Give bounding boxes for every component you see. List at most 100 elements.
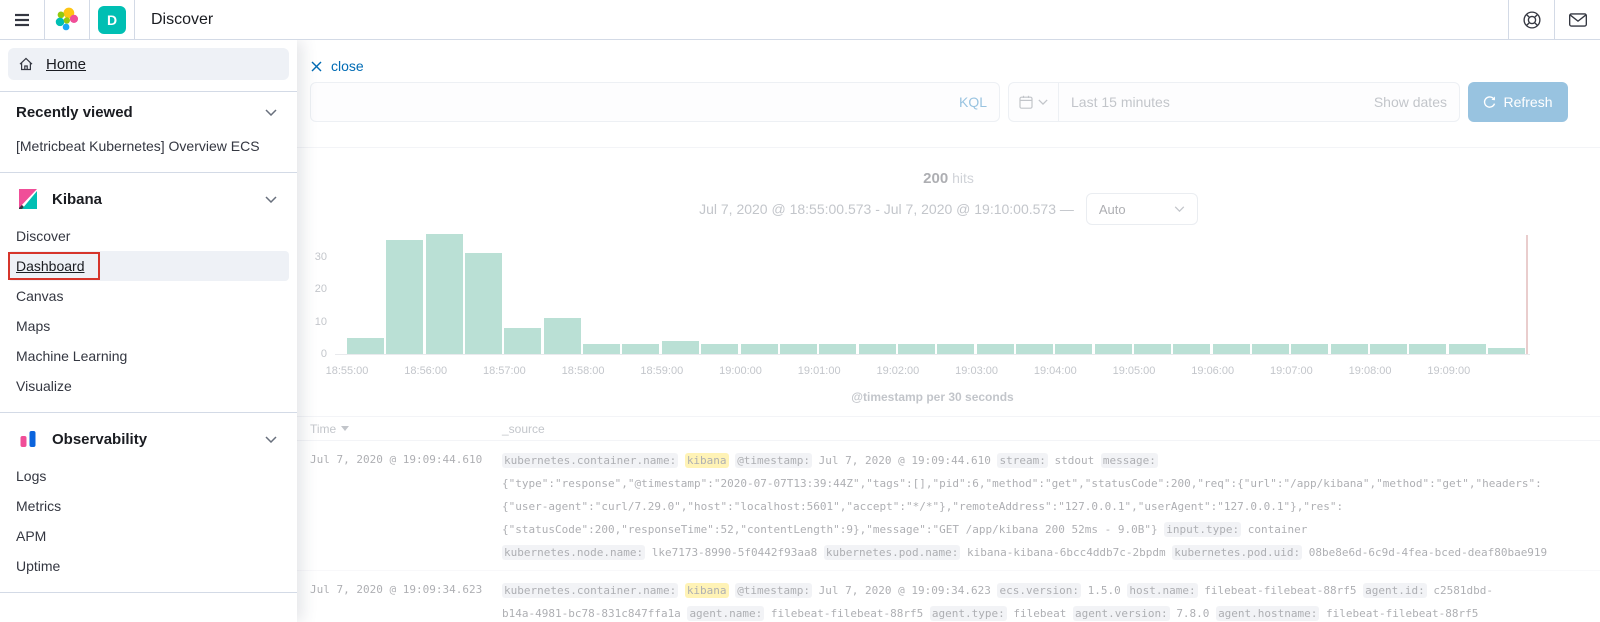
divider: [0, 91, 297, 92]
sidebar-item-logs[interactable]: Logs: [8, 461, 289, 491]
histogram-bar[interactable]: [1134, 344, 1171, 354]
field-value: filebeat: [1013, 607, 1067, 620]
kql-toggle[interactable]: KQL: [958, 94, 987, 110]
field-chip: @timestamp:: [735, 453, 813, 468]
histogram-bar[interactable]: [701, 344, 739, 354]
histogram-bar[interactable]: [1370, 344, 1408, 354]
histogram-bar[interactable]: [386, 240, 424, 354]
table-row[interactable]: Jul 7, 2020 @ 19:09:34.623 kubernetes.con…: [297, 571, 1600, 622]
close-link[interactable]: close: [311, 58, 364, 74]
sidebar-item-canvas[interactable]: Canvas: [8, 281, 289, 311]
refresh-button[interactable]: Refresh: [1468, 82, 1568, 122]
sidebar-item-metricbeat-kubernetes-overview-ecs[interactable]: [Metricbeat Kubernetes] Overview ECS: [8, 131, 289, 161]
field-value: filebeat-filebeat-88rf5: [1204, 584, 1357, 597]
histogram-bar[interactable]: [858, 344, 896, 354]
sort-desc-icon: [341, 426, 350, 431]
close-icon: [311, 61, 322, 71]
histogram-bar[interactable]: [1291, 344, 1329, 354]
histogram-bar[interactable]: [425, 233, 463, 354]
y-axis-label: 20: [314, 283, 327, 295]
y-axis-label: 10: [314, 315, 327, 328]
calendar-icon: [1019, 95, 1033, 109]
sidebar-item-maps[interactable]: Maps: [8, 311, 289, 341]
histogram-bar[interactable]: [347, 337, 384, 354]
histogram-bar[interactable]: [465, 253, 503, 354]
histogram-bar[interactable]: [1212, 344, 1250, 354]
search-input[interactable]: KQL: [310, 82, 1000, 122]
field-value: 7.8.0: [1176, 607, 1210, 620]
histogram-bar[interactable]: [1015, 344, 1053, 354]
sidebar-item-label: Metrics: [16, 498, 62, 514]
histogram-bar[interactable]: [1252, 344, 1290, 354]
sidebar-item-label: [Metricbeat Kubernetes] Overview ECS: [16, 138, 260, 154]
x-axis-label: 19:03:00: [955, 365, 999, 377]
histogram-bar[interactable]: [779, 344, 817, 354]
histogram-bar[interactable]: [1094, 344, 1132, 354]
histogram-bar[interactable]: [504, 328, 542, 354]
sidebar-item-machine-learning[interactable]: Machine Learning: [8, 341, 289, 371]
x-axis-label: 19:08:00: [1348, 365, 1392, 377]
interval-select[interactable]: Auto: [1085, 193, 1198, 225]
sidebar-item-uptime[interactable]: Uptime: [8, 551, 289, 581]
show-dates-button[interactable]: Show dates: [1373, 94, 1447, 110]
field-value: lke7173-8990-5f0442f93aa8: [651, 546, 818, 559]
recently-viewed-header[interactable]: Recently viewed: [8, 92, 289, 129]
sidebar-item-dashboard[interactable]: Dashboard: [8, 251, 289, 281]
histogram-bar[interactable]: [1448, 344, 1486, 354]
table-body: Jul 7, 2020 @ 19:09:44.610 kubernetes.con…: [297, 441, 1600, 622]
help-button[interactable]: [1508, 0, 1554, 39]
chart-range-row: Jul 7, 2020 @ 18:55:00.573 - Jul 7, 2020…: [297, 193, 1600, 225]
histogram-chart[interactable]: 0 10 20 30: [315, 233, 1530, 360]
sidebar-item-home[interactable]: Home: [8, 48, 289, 80]
histogram-bar[interactable]: [583, 344, 621, 354]
histogram-bar[interactable]: [976, 344, 1014, 354]
histogram-bar[interactable]: [622, 344, 660, 354]
histogram-bar[interactable]: [661, 341, 699, 354]
x-axis-labels: 18:55:00 18:56:00 18:57:00 18:58:00 18:59:00…: [326, 365, 1530, 381]
histogram-bar[interactable]: [1409, 344, 1447, 354]
histogram-bar[interactable]: [937, 344, 975, 354]
group-title: Observability: [52, 430, 148, 448]
sidebar-item-label: Visualize: [16, 378, 72, 394]
sidebar-item-discover[interactable]: Discover: [8, 221, 289, 251]
table-row[interactable]: Jul 7, 2020 @ 19:09:44.610 kubernetes.con…: [297, 441, 1600, 571]
query-bar: KQL Last 15 minutes Show dates: [310, 82, 1568, 122]
group-title: Kibana: [52, 190, 103, 208]
top-bar: D Discover: [0, 0, 1600, 40]
histogram-bar[interactable]: [819, 344, 857, 354]
sidebar-item-metrics[interactable]: Metrics: [8, 491, 289, 521]
time-range-value[interactable]: Last 15 minutes: [1071, 94, 1170, 110]
newsfeed-button[interactable]: [1554, 0, 1600, 39]
histogram-bar[interactable]: [740, 344, 778, 354]
x-axis-label: 18:57:00: [482, 365, 526, 377]
field-chip: host.name:: [1127, 583, 1198, 598]
field-chip: ecs.version:: [997, 583, 1081, 598]
elastic-logo[interactable]: [45, 0, 90, 39]
sidebar-item-visualize[interactable]: Visualize: [8, 371, 289, 401]
sidebar-item-label: Canvas: [16, 288, 64, 304]
kibana-group-header[interactable]: Kibana: [8, 173, 289, 219]
histogram-bar[interactable]: [1173, 344, 1211, 354]
histogram-bar[interactable]: [897, 344, 935, 354]
field-value: filebeat-filebeat-88rf5: [1326, 607, 1479, 620]
histogram-bar[interactable]: [543, 318, 581, 354]
column-header-time[interactable]: Time: [310, 422, 502, 436]
x-axis-label: 18:56:00: [404, 365, 448, 377]
histogram-bar[interactable]: [1055, 344, 1093, 354]
x-axis-label: 19:09:00: [1427, 365, 1471, 377]
field-chip: input.type:: [1164, 522, 1242, 537]
hamburger-icon: [15, 13, 29, 26]
observability-group-header[interactable]: Observability: [8, 413, 289, 459]
field-chip: agent.version:: [1072, 606, 1170, 621]
field-chip: message:: [1100, 453, 1158, 468]
histogram-bar[interactable]: [1488, 347, 1526, 354]
space-selector[interactable]: D: [90, 0, 135, 39]
hits-summary: 200 hits: [297, 169, 1600, 187]
sidebar-item-apm[interactable]: APM: [8, 521, 289, 551]
field-value: b14a-4981-bc78-831c847ffa1a: [502, 607, 681, 620]
histogram-bar[interactable]: [1330, 344, 1368, 354]
date-picker-quick-menu[interactable]: [1009, 83, 1059, 121]
menu-button[interactable]: [0, 0, 45, 39]
dimmed-content: KQL Last 15 minutes Show dates: [297, 40, 1600, 622]
field-chip: agent.hostname:: [1216, 606, 1320, 621]
